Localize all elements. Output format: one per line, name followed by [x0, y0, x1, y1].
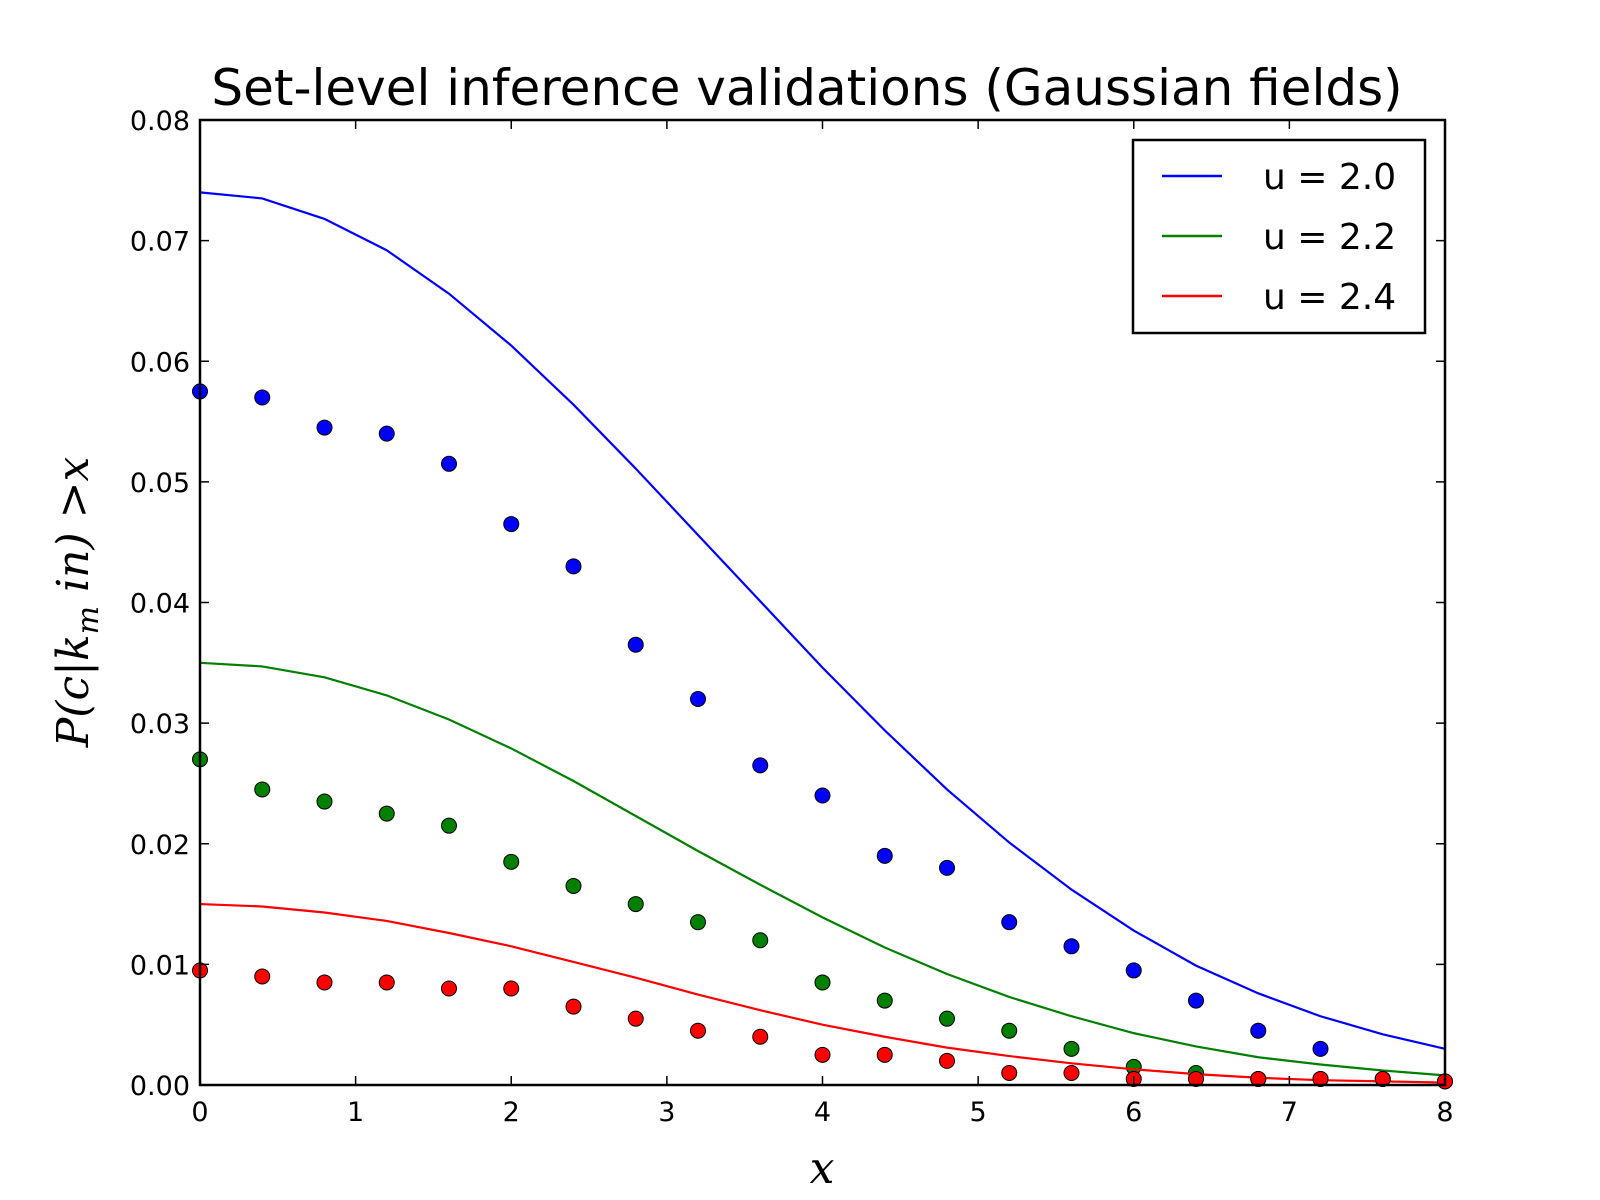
- y-tick-label: 0.05: [130, 468, 190, 499]
- x-tick-label: 0: [191, 1097, 208, 1128]
- x-tick-label: 3: [658, 1097, 675, 1128]
- ticks-layer: 0 1 2 3 4 5 6 7 8 0.00 0.01 0.02 0.03 0.04 0.05 0.06 0.0…: [130, 106, 1454, 1128]
- data-point-series-1: [814, 787, 831, 804]
- data-point-series-1: [627, 636, 644, 653]
- y-axis-label: P(c|km in) >x: [48, 457, 106, 749]
- y-tick-label: 0.04: [130, 589, 190, 620]
- series-line-3: [199, 902, 1446, 1084]
- data-point-series-3: [752, 1028, 769, 1045]
- data-point-series-1: [316, 419, 333, 436]
- data-point-series-3: [690, 1022, 706, 1039]
- data-point-series-1: [1312, 1040, 1329, 1057]
- data-point-series-2: [565, 877, 582, 894]
- y-tick-label: 0.00: [130, 1071, 190, 1102]
- x-tick-label: 8: [1436, 1097, 1453, 1128]
- x-tick-label: 2: [503, 1097, 520, 1128]
- data-point-series-2: [1063, 1040, 1080, 1057]
- data-point-series-1: [939, 859, 955, 876]
- legend: u = 2.0 u = 2.2 u = 2.4: [1131, 138, 1427, 335]
- data-point-series-1: [565, 558, 582, 575]
- data-point-series-1: [378, 425, 395, 442]
- data-point-series-3: [1063, 1064, 1080, 1081]
- data-point-series-2: [378, 805, 395, 822]
- x-tick-label: 6: [1125, 1097, 1142, 1128]
- data-point-series-1: [1001, 914, 1018, 931]
- data-point-series-3: [939, 1052, 955, 1069]
- data-point-series-3: [1312, 1070, 1329, 1087]
- data-point-series-2: [690, 914, 706, 931]
- chart-title: Set-level inference validations (Gaussia…: [211, 59, 1402, 117]
- x-tick-label: 4: [814, 1097, 831, 1128]
- legend-label: u = 2.2: [1263, 217, 1396, 258]
- data-point-series-1: [254, 389, 271, 406]
- data-point-series-2: [254, 781, 271, 798]
- data-point-series-3: [876, 1046, 893, 1063]
- data-point-series-1: [1250, 1022, 1267, 1039]
- y-tick-label: 0.08: [130, 106, 190, 137]
- x-axis-label: x: [810, 1143, 835, 1194]
- data-point-series-2: [441, 817, 457, 834]
- data-point-series-3: [441, 980, 457, 997]
- data-point-series-2: [939, 1010, 955, 1027]
- data-point-series-2: [814, 974, 831, 991]
- data-point-series-1: [690, 691, 706, 707]
- y-axis-label-rest: in) >x: [48, 457, 99, 606]
- y-axis-label-subscript: m: [71, 606, 106, 634]
- y-tick-label: 0.07: [130, 227, 190, 258]
- x-tick-label: 7: [1281, 1097, 1298, 1128]
- data-point-series-3: [1250, 1070, 1267, 1087]
- y-tick-label: 0.02: [130, 830, 190, 861]
- legend-label: u = 2.4: [1263, 277, 1396, 318]
- legend-label: u = 2.0: [1263, 157, 1396, 198]
- data-point-series-2: [627, 896, 644, 913]
- data-point-series-3: [565, 998, 582, 1015]
- data-point-series-2: [1001, 1022, 1018, 1039]
- data-point-series-1: [1188, 992, 1204, 1009]
- data-point-series-2: [752, 932, 769, 949]
- data-point-series-3: [503, 980, 520, 997]
- y-tick-label: 0.01: [130, 950, 190, 981]
- data-point-series-1: [441, 455, 457, 472]
- data-point-series-3: [316, 974, 333, 991]
- data-point-series-3: [378, 974, 395, 991]
- data-point-series-1: [503, 516, 520, 533]
- data-point-series-3: [627, 1010, 644, 1027]
- data-point-series-1: [876, 847, 893, 864]
- data-point-series-2: [316, 793, 333, 810]
- data-point-series-3: [1188, 1070, 1204, 1087]
- y-tick-label: 0.06: [130, 347, 190, 378]
- data-point-series-2: [876, 992, 893, 1009]
- data-point-series-1: [1063, 938, 1080, 955]
- y-tick-label: 0.03: [130, 709, 190, 740]
- x-tick-label: 1: [347, 1097, 364, 1128]
- data-point-series-1: [1125, 962, 1142, 979]
- data-point-series-3: [1374, 1070, 1391, 1087]
- data-point-series-3: [254, 968, 271, 985]
- data-point-series-3: [1001, 1064, 1018, 1081]
- data-point-series-3: [814, 1046, 831, 1063]
- series-line-1: [199, 191, 1446, 1050]
- data-point-series-1: [752, 757, 769, 774]
- x-tick-label: 5: [970, 1097, 987, 1128]
- series-line-2: [199, 661, 1446, 1077]
- data-point-series-2: [503, 853, 520, 870]
